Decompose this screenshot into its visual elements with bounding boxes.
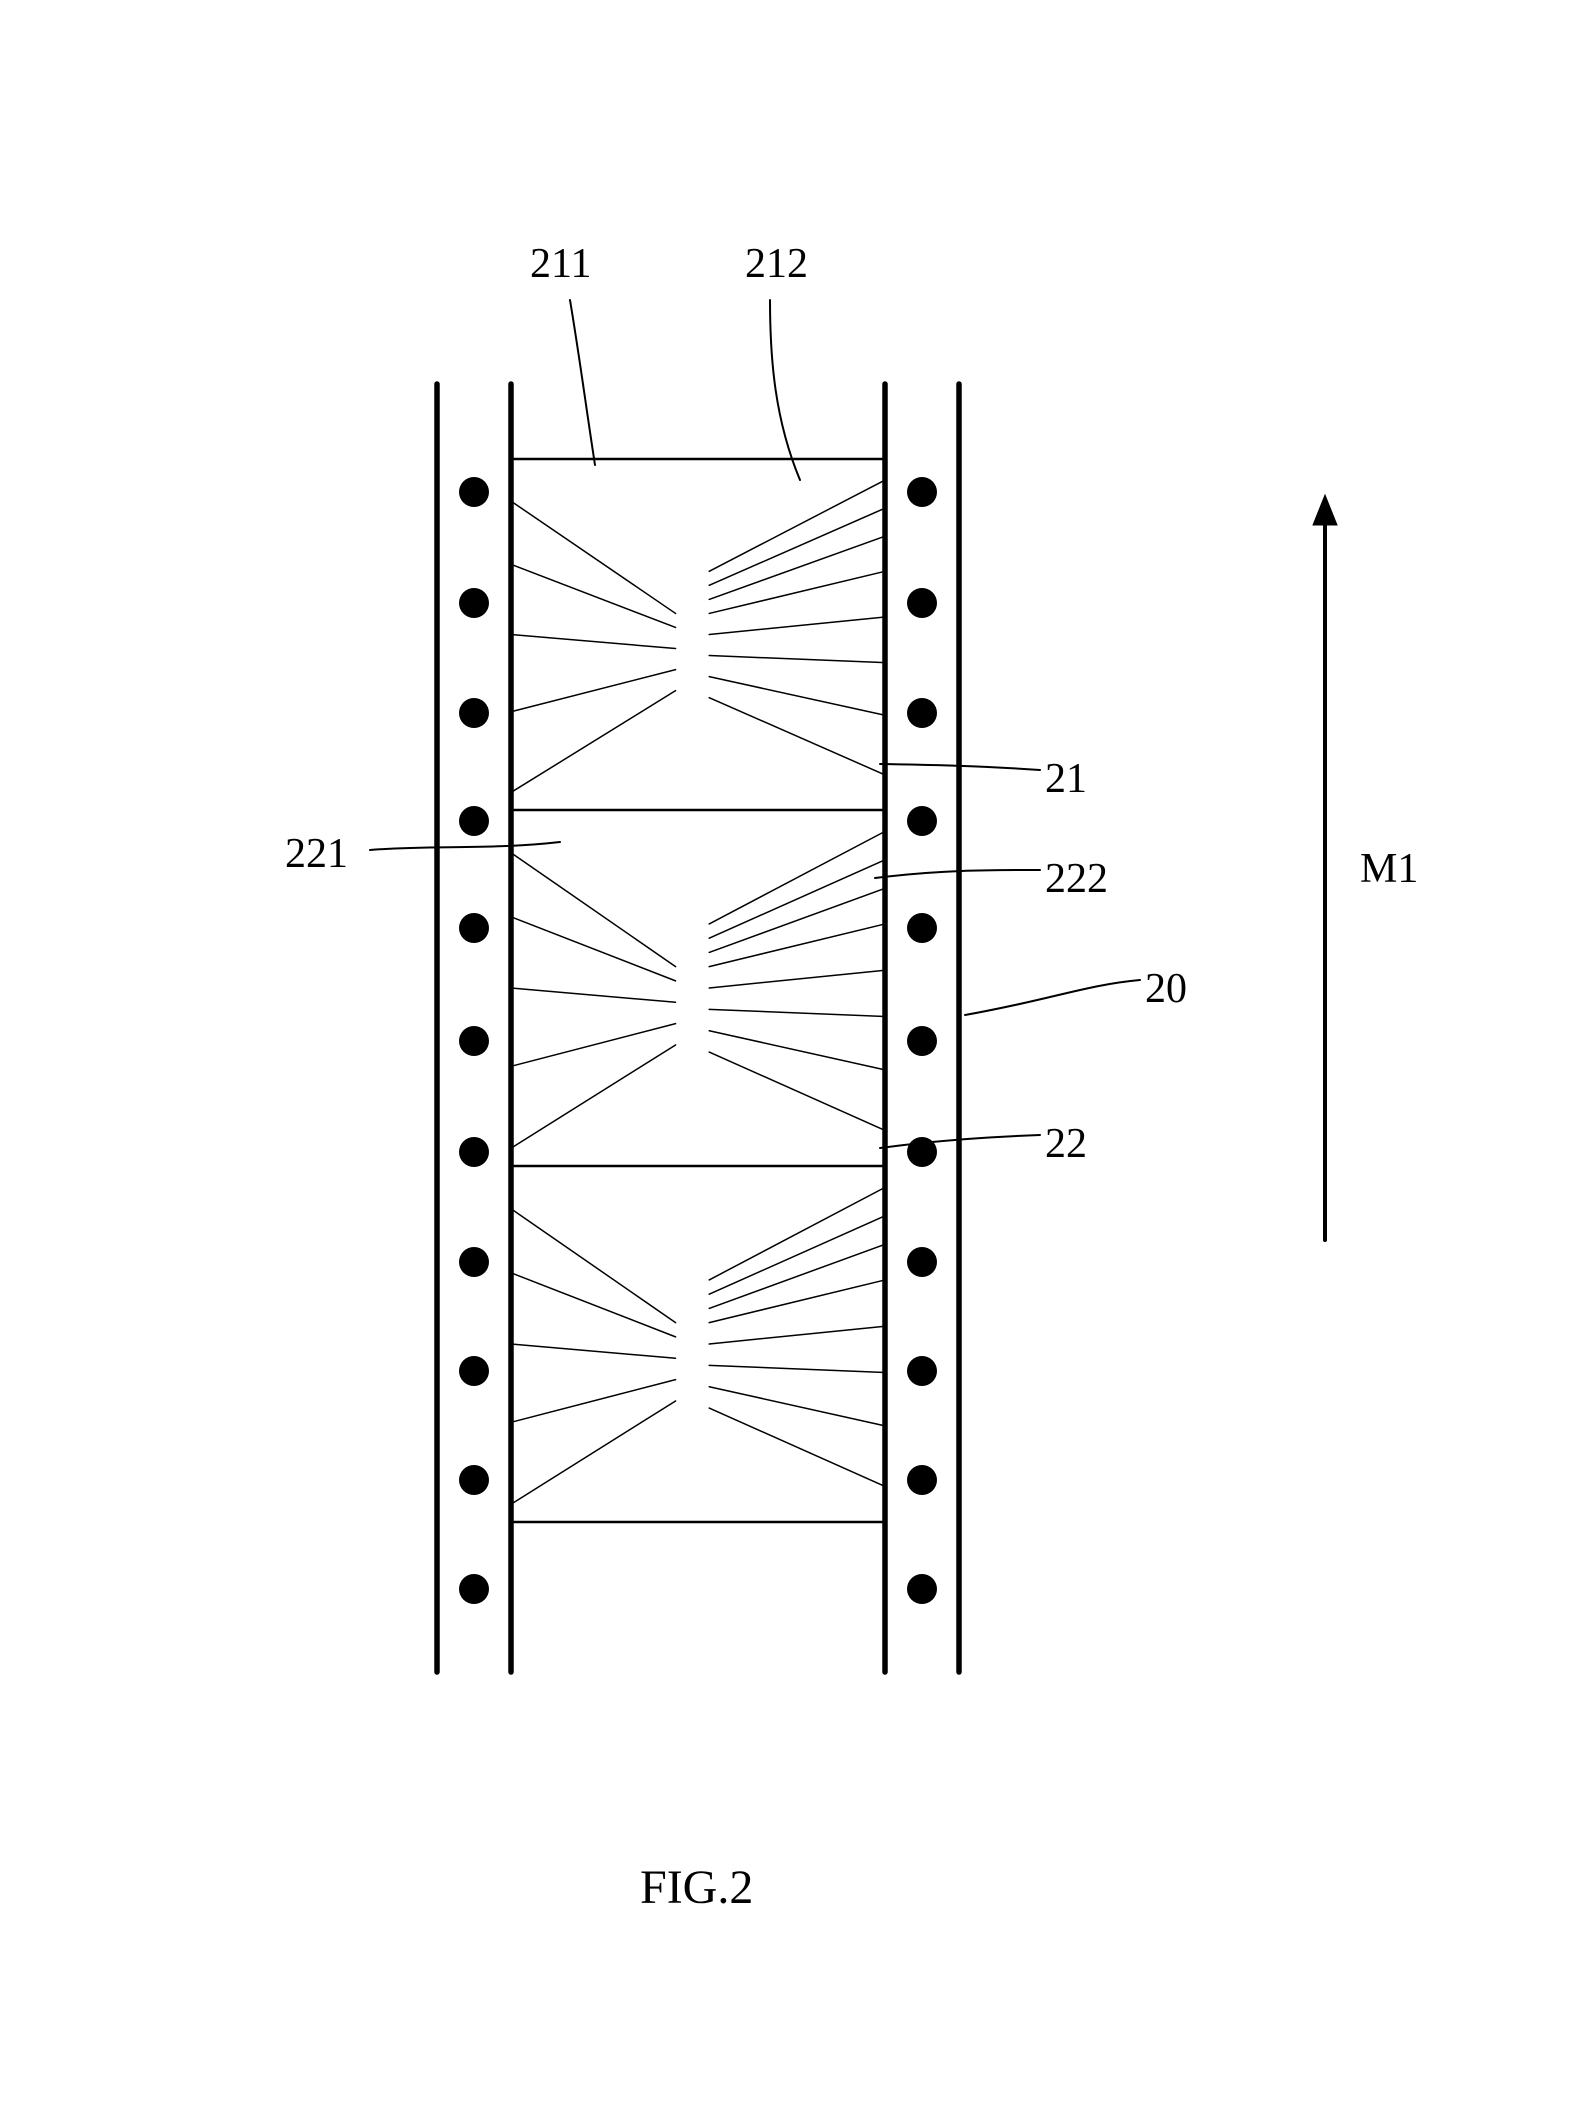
callout-211: 211 [530,240,591,288]
figure-caption: FIG.2 [640,1860,753,1915]
callout-221: 221 [285,830,348,878]
figure-container: 211 212 221 21 222 20 22 M1 FIG.2 [0,0,1584,2111]
callout-21: 21 [1045,755,1087,803]
callout-222: 222 [1045,855,1108,903]
callout-22: 22 [1045,1120,1087,1168]
callout-20: 20 [1145,965,1187,1013]
callout-212: 212 [745,240,808,288]
axis-label-m1: M1 [1360,845,1418,893]
diagram-svg [0,0,1584,2111]
